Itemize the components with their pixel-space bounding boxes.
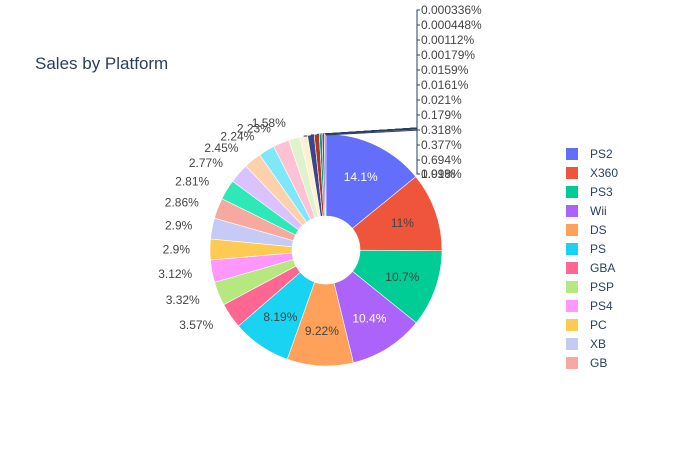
slice-label: 0.0161% [421, 78, 469, 92]
slice-label: 0.179% [421, 108, 462, 122]
legend-item[interactable]: DS [566, 220, 618, 239]
legend-label: Wii [590, 203, 607, 218]
slice-label: 0.021% [421, 93, 462, 107]
slice-label: 0.000336% [421, 3, 482, 17]
legend-swatch [566, 185, 578, 198]
donut-hole [292, 216, 360, 284]
legend-item[interactable]: PC [566, 315, 618, 334]
slice-label: 1.09% [421, 167, 455, 181]
slice-label: 2.81% [175, 174, 209, 188]
legend-label: PS2 [590, 146, 613, 161]
slice-label: 0.318% [421, 123, 462, 137]
legend-label: PS4 [590, 298, 613, 313]
slice-label: 0.918% [421, 167, 462, 181]
slice-label: 3.57% [179, 318, 213, 332]
legend-swatch [566, 223, 578, 236]
slice-label: 2.23% [237, 121, 271, 135]
slice-label: 3.12% [158, 267, 192, 281]
slice-label: 2.86% [165, 196, 199, 210]
legend-swatch [566, 356, 578, 369]
slice-label: 0.377% [421, 138, 462, 152]
leader-line [325, 9, 420, 135]
leader-line [325, 69, 420, 135]
legend-label: GB [590, 355, 608, 370]
chart-title: Sales by Platform [35, 54, 169, 73]
legend-item[interactable]: GBA [566, 258, 618, 277]
legend-swatch [566, 147, 578, 160]
legend-label: PS3 [590, 184, 613, 199]
slice-label: 2.9% [163, 242, 191, 256]
legend-label: PC [590, 317, 607, 332]
slice-label: 0.0159% [421, 63, 469, 77]
legend-item[interactable]: X360 [566, 163, 618, 182]
legend-label: DS [590, 222, 607, 237]
legend-label: PS [590, 241, 607, 256]
legend-item[interactable]: Wii [566, 201, 618, 220]
slice-label: 2.9% [165, 218, 193, 232]
slice-label: 9.22% [305, 324, 339, 338]
slice-label: 2.24% [220, 130, 254, 144]
slice-label: 10.7% [385, 270, 419, 284]
legend-swatch [566, 242, 578, 255]
slice-label: 8.19% [263, 310, 297, 324]
legend-swatch [566, 299, 578, 312]
legend-item[interactable]: PSP [566, 277, 618, 296]
legend-swatch [566, 204, 578, 217]
slice-label: 0.00112% [421, 33, 474, 47]
slice-label: 14.1% [344, 170, 378, 184]
legend-label: GBA [590, 260, 616, 275]
legend-label: X360 [590, 165, 619, 180]
slice-label: 2.45% [204, 141, 238, 155]
legend-label: PSP [590, 279, 615, 294]
slice-label: 1.58% [252, 116, 286, 130]
legend-item[interactable]: PS [566, 239, 618, 258]
slice-label: 11% [391, 216, 414, 230]
legend-item[interactable]: PS3 [566, 182, 618, 201]
legend-swatch [566, 166, 578, 179]
leader-line [325, 84, 420, 135]
legend: PS2 X360 PS3 Wii DS PS GBA PSP PS4 PC XB GB [566, 144, 618, 372]
slice-label: 0.694% [421, 153, 462, 167]
slice-label: 2.77% [189, 156, 223, 170]
slice-label: 3.32% [166, 293, 200, 307]
legend-item[interactable]: PS2 [566, 144, 618, 163]
leader-line [325, 39, 420, 135]
legend-swatch [566, 337, 578, 350]
legend-item[interactable]: GB [566, 353, 618, 372]
legend-item[interactable]: XB [566, 334, 618, 353]
legend-swatch [566, 318, 578, 331]
legend-item[interactable]: PS4 [566, 296, 618, 315]
legend-swatch [566, 261, 578, 274]
slice-label: 0.00179% [421, 48, 475, 62]
slice-label: 0.000448% [421, 18, 482, 32]
leader-line [325, 24, 420, 135]
legend-swatch [566, 280, 578, 293]
legend-label: XB [590, 336, 607, 351]
leader-line [325, 54, 420, 135]
slice-label: 10.4% [352, 311, 386, 325]
